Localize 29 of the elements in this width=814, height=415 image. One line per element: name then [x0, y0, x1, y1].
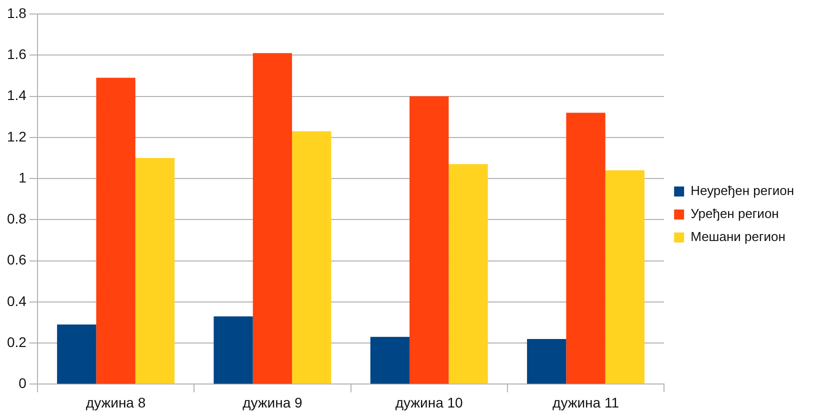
x-tick-label: дужина 10 [395, 394, 464, 410]
y-tick-label: 0.6 [6, 252, 27, 268]
bar [135, 158, 175, 384]
bar [605, 170, 645, 384]
bar [370, 336, 410, 384]
y-tick-label: 1 [18, 169, 27, 186]
bar [57, 324, 96, 384]
y-tick-label: 1.2 [6, 128, 27, 144]
x-tick-label: дужина 8 [86, 394, 146, 410]
y-tick-label: 1.6 [6, 46, 27, 62]
bar [410, 96, 449, 384]
y-tick-label: 0.4 [6, 292, 27, 309]
x-tick-label: дужина 9 [242, 394, 303, 410]
x-tick-label: дужина 11 [552, 394, 620, 410]
y-tick-label: 1.8 [6, 4, 27, 21]
bar [292, 131, 332, 384]
legend-label: Мешани регион [690, 229, 786, 244]
bar [527, 338, 566, 384]
bar [252, 53, 292, 384]
bar [96, 78, 136, 384]
legend-label: Уређен регион [690, 206, 779, 222]
bar [214, 316, 253, 384]
y-tick-label: 1.4 [6, 87, 27, 104]
y-tick-label: 0 [18, 375, 27, 392]
y-tick-label: 0.8 [6, 210, 27, 227]
legend-label: Неуређен регион [690, 183, 794, 198]
y-tick-label: 0.2 [6, 334, 27, 350]
bar [448, 164, 488, 384]
bar [566, 112, 606, 384]
